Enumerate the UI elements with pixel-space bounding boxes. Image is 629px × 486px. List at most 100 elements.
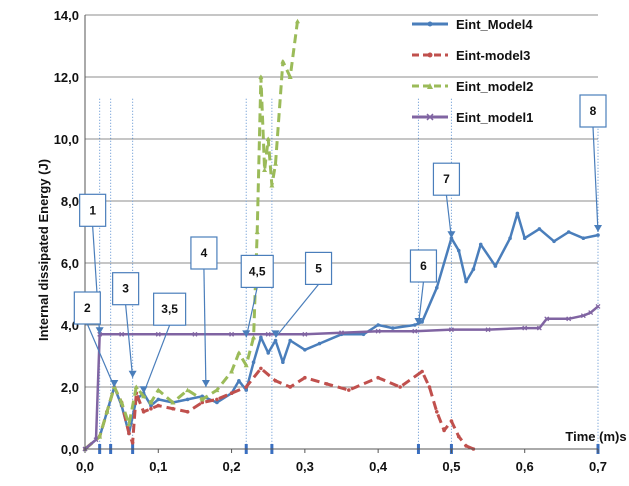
callout-pointer [86,323,115,388]
series-point [566,230,571,234]
series-point [376,323,380,327]
series-point [273,161,279,166]
series-point [398,385,402,389]
series-point [185,387,191,393]
series-point [155,331,161,337]
series-point [244,385,249,389]
callout-arrowhead [201,380,210,387]
series-point [280,59,286,64]
callout-box [432,162,461,196]
series-point [339,330,344,336]
series-point [537,227,542,231]
legend-label: Eint_model2 [456,79,533,94]
callout-label: 4,5 [249,264,266,278]
series-point [434,286,439,290]
legend-label: Eint_model1 [456,110,533,125]
series-point [130,441,135,445]
callout-8: 8 [579,94,607,233]
series-point [449,419,454,423]
series-point [251,334,257,340]
series-line [84,212,599,450]
callout-pointer [125,304,134,378]
series-layer [82,18,601,452]
series-point [281,360,285,365]
series-point [536,325,542,331]
series-point [156,397,161,402]
legend-marker [426,113,434,121]
series-point [288,338,293,343]
legend-item: Eint_Model4 [412,17,533,32]
legend-marker [427,83,433,89]
series-Eint_model2 [82,18,301,451]
series-point [265,136,271,141]
series-point [361,332,366,337]
series-point [287,74,293,79]
callout-box [190,236,218,270]
series-point [170,400,176,405]
callout-arrowhead [95,327,104,335]
series-point [185,397,190,402]
y-tick-label: 6,0 [61,256,79,271]
callout-pointer [203,268,207,388]
series-point [141,410,146,414]
series-point [229,331,235,337]
series-point [254,229,260,234]
y-tick-label: 0,0 [61,442,79,457]
series-point [456,248,461,253]
series-point [303,348,307,352]
callout-pointer [417,281,425,326]
series-point [251,360,256,365]
callout-box [240,254,274,288]
callout-6: 6 [409,249,438,326]
series-point [273,338,278,343]
series-point [199,396,205,402]
series-point [148,400,154,405]
x-tick-label: 0,3 [296,459,314,474]
x-tick-label: 0,1 [149,459,167,474]
series-point [508,236,512,240]
series-point [127,431,131,436]
callout-pointer [275,284,320,338]
callout-5: 5 [271,251,333,338]
y-tick-label: 14,0 [54,8,79,23]
series-point [119,400,125,405]
series-Eint_model1 [82,303,601,452]
series-point [552,239,556,244]
series-point [376,375,380,380]
series-point [185,410,190,414]
series-point [544,316,550,322]
callout-3,5: 3,5 [139,292,187,394]
x-tick-label: 0,2 [223,459,241,474]
series-point [149,403,153,408]
x-tick-label: 0,0 [76,459,94,474]
series-point [192,331,198,337]
series-point [265,331,271,337]
callout-arrowhead [594,225,602,232]
legend-label: Eint-model3 [456,48,530,63]
callout-label: 2 [84,301,91,315]
callout-pointer [245,287,258,338]
series-point [266,351,271,355]
callout-pointer [592,126,599,233]
series-point [244,388,249,392]
callout-box [579,94,607,128]
series-point [269,183,275,188]
series-point [317,341,322,346]
callout-7: 7 [432,162,461,239]
callout-arrowhead [139,386,148,394]
series-point [581,236,586,240]
callout-arrowhead [414,318,423,325]
legend-item: Eint_model2 [412,79,533,94]
callout-arrowhead [447,231,456,239]
series-point [171,406,175,411]
callout-3: 3 [112,272,140,378]
legend-marker [427,52,433,58]
callout-label: 8 [590,104,597,118]
callout-label: 4 [201,246,208,260]
callout-4,5: 4,5 [240,254,274,338]
callout-1: 1 [79,193,107,335]
series-point [427,385,432,389]
series-point [493,264,498,268]
callout-box [112,272,140,306]
